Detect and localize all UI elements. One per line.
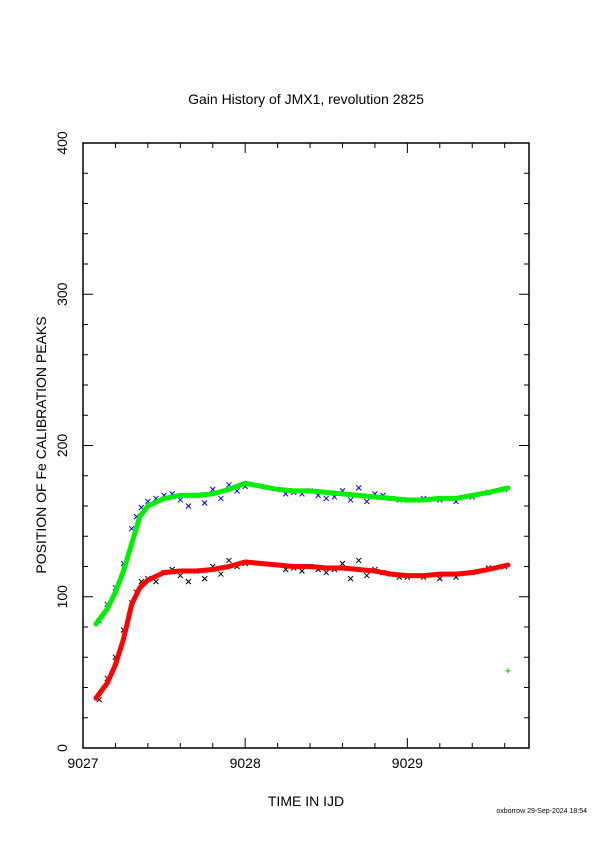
- data-point: [323, 569, 330, 576]
- y-tick-label: 0: [54, 744, 70, 752]
- x-tick-labels: 9027 9028 9029: [67, 755, 423, 771]
- footer-credit: oxborrow 29-Sep-2024 18:54: [496, 808, 587, 815]
- data-point: [153, 578, 159, 585]
- data-point: [177, 497, 184, 503]
- data-series: [93, 480, 511, 703]
- x-tick-label: 9029: [392, 755, 423, 771]
- chart-title: Gain History of JMX1, revolution 2825: [188, 91, 424, 107]
- series-4: [505, 668, 511, 674]
- data-point: [185, 503, 192, 509]
- data-point: [185, 578, 192, 585]
- y-axis-label: POSITION OF Fe CALIBRATION PEAKS: [33, 316, 49, 573]
- data-point: [226, 557, 232, 564]
- y-tick-label: 300: [54, 282, 70, 306]
- x-tick-label: 9028: [230, 755, 261, 771]
- data-point: [201, 500, 208, 506]
- plot-frame: [82, 142, 530, 749]
- data-point: [363, 572, 370, 579]
- data-point: [299, 568, 305, 574]
- data-point: [505, 668, 511, 674]
- data-point: [355, 557, 362, 564]
- fit-curve: [93, 559, 511, 701]
- data-point: [347, 497, 354, 503]
- data-point: [218, 571, 224, 577]
- data-point: [218, 495, 224, 502]
- fit-curve: [93, 480, 511, 627]
- axis-ticks: [82, 142, 529, 749]
- data-point: [347, 575, 354, 582]
- series-3: [93, 559, 511, 701]
- data-point: [201, 575, 208, 582]
- data-point: [355, 484, 362, 491]
- y-tick-label: 100: [54, 585, 70, 609]
- data-point: [339, 560, 346, 567]
- y-tick-labels: 0 100 200 300 400: [54, 131, 70, 752]
- series-2: [93, 480, 511, 627]
- y-tick-label: 200: [54, 434, 70, 458]
- data-point: [436, 575, 443, 582]
- series-1: [96, 557, 508, 703]
- data-point: [363, 498, 370, 505]
- data-point: [177, 572, 184, 579]
- x-axis-label: TIME IN IJD: [268, 793, 344, 809]
- y-tick-label: 400: [54, 131, 70, 155]
- x-tick-label: 9027: [67, 755, 98, 771]
- data-point: [323, 495, 330, 502]
